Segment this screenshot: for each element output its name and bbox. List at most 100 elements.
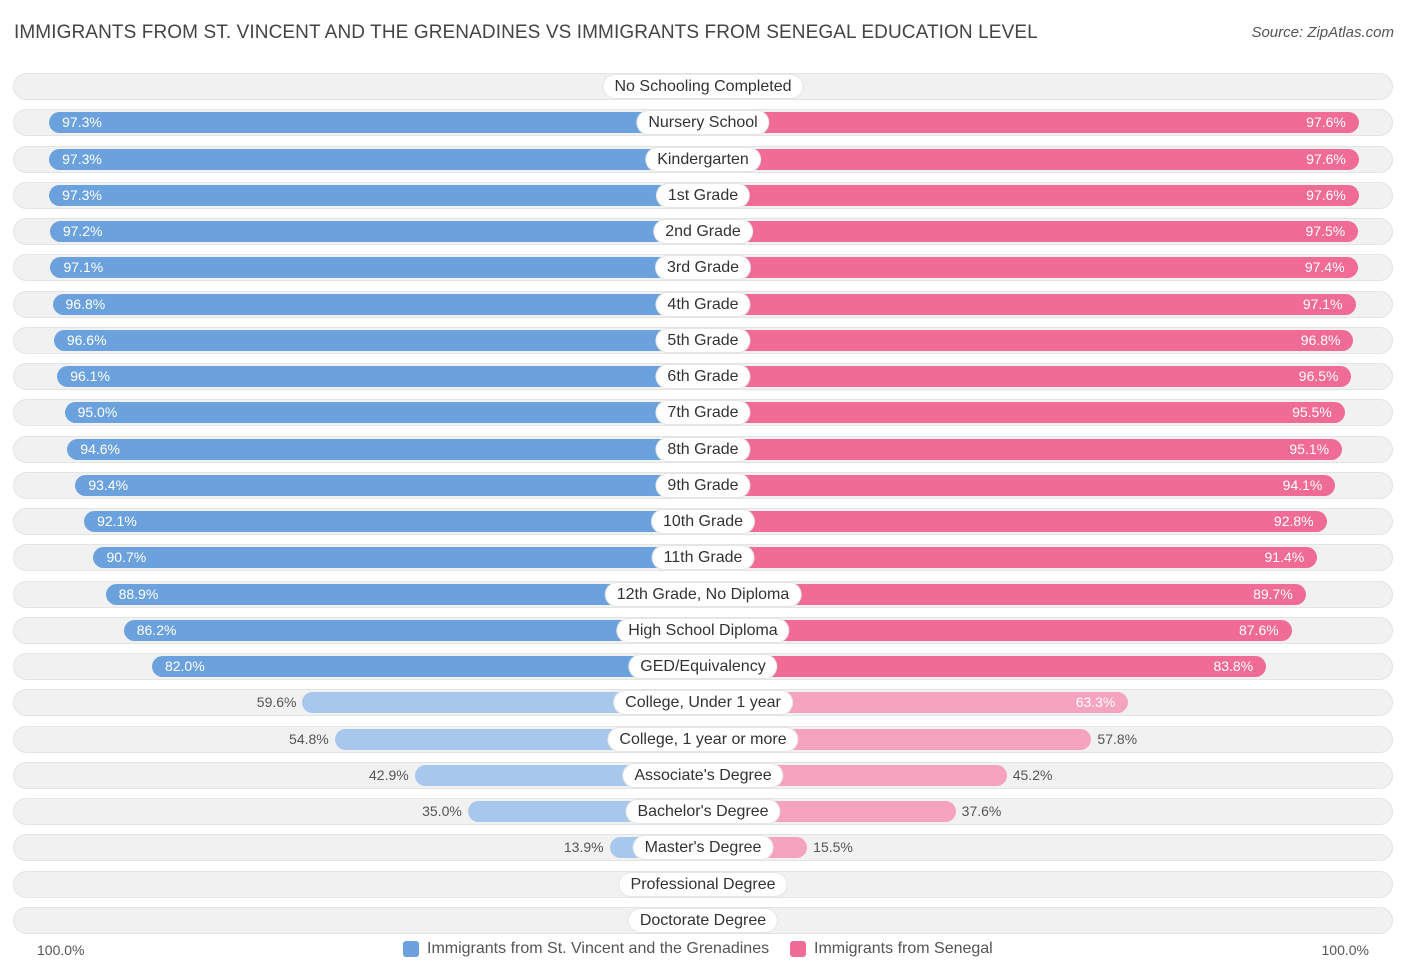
value-label-right: 87.6%	[1238, 621, 1279, 638]
bar-right	[703, 474, 1336, 496]
bar-right	[703, 221, 1359, 242]
value-label-left: 42.9%	[369, 766, 409, 783]
value-label-right: 91.4%	[1264, 549, 1305, 566]
legend-item-left: Immigrants from St. Vincent and the Gren…	[403, 940, 769, 958]
bar-right	[703, 402, 1345, 424]
bar-left	[57, 366, 703, 387]
category-label: 4th Grade	[656, 292, 750, 316]
bar-left	[105, 583, 703, 605]
value-label-right: 97.4%	[1304, 259, 1345, 276]
value-label-right: 94.1%	[1282, 476, 1323, 493]
value-label-left: 97.1%	[63, 259, 104, 276]
value-label-right: 97.6%	[1306, 150, 1346, 167]
category-label: High School Diploma	[617, 618, 789, 642]
category-label: College, Under 1 year	[614, 691, 792, 715]
value-label-right: 97.5%	[1305, 223, 1346, 239]
value-label-right: 96.8%	[1300, 331, 1341, 348]
value-label-right: 97.6%	[1306, 186, 1346, 203]
bar-left	[50, 257, 703, 279]
bar-right	[703, 438, 1343, 460]
value-label-left: 90.7%	[106, 549, 147, 566]
value-label-left: 35.0%	[422, 803, 462, 819]
axis-label-right: 100.0%	[1321, 942, 1369, 958]
bar-right	[703, 257, 1358, 279]
bar-right	[703, 583, 1306, 605]
value-label-left: 96.6%	[66, 331, 107, 348]
category-label: 9th Grade	[656, 473, 750, 497]
category-label: Kindergarten	[646, 147, 760, 171]
bar-left	[93, 547, 703, 569]
category-label: 11th Grade	[652, 546, 754, 570]
value-label-right: 97.6%	[1306, 114, 1346, 131]
bar-left	[64, 402, 703, 424]
value-label-left: 94.6%	[80, 440, 120, 457]
value-label-right: 63.3%	[1075, 694, 1116, 711]
category-label: Master's Degree	[633, 836, 773, 860]
category-label: 12th Grade, No Diploma	[605, 582, 801, 606]
value-label-left: 97.2%	[62, 223, 103, 239]
value-label-right: 15.5%	[813, 839, 853, 856]
category-label: 2nd Grade	[654, 220, 752, 243]
value-label-right: 96.5%	[1298, 368, 1339, 384]
value-label-right: 95.5%	[1292, 404, 1332, 421]
source-label: Source: ZipAtlas.com	[1251, 24, 1394, 41]
value-label-left: 59.6%	[256, 694, 297, 711]
value-label-left: 97.3%	[62, 186, 102, 203]
value-label-right: 37.6%	[961, 803, 1002, 819]
bar-right	[703, 619, 1292, 641]
category-label: Associate's Degree	[623, 763, 783, 787]
bar-right	[703, 184, 1359, 206]
legend-label-left: Immigrants from St. Vincent and the Gren…	[427, 940, 770, 957]
bar-right	[703, 293, 1356, 315]
axis-label-left: 100.0%	[37, 942, 85, 958]
category-label: 8th Grade	[656, 437, 750, 461]
value-label-left: 86.2%	[136, 621, 177, 638]
value-label-left: 88.9%	[118, 585, 159, 602]
bar-left	[84, 511, 703, 532]
value-label-right: 97.1%	[1302, 295, 1343, 312]
value-label-left: 96.1%	[70, 368, 110, 384]
bar-right	[703, 656, 1267, 677]
value-label-left: 82.0%	[164, 658, 205, 674]
value-label-right: 92.8%	[1273, 513, 1314, 529]
value-label-left: 95.0%	[77, 404, 118, 421]
value-label-right: 95.1%	[1289, 440, 1330, 457]
bar-right	[703, 692, 1129, 714]
bar-left	[67, 438, 703, 460]
value-label-left: 92.1%	[97, 513, 137, 529]
bar-left	[49, 221, 703, 242]
bar-right	[703, 547, 1318, 569]
bar-left	[49, 112, 703, 134]
category-label: 5th Grade	[656, 328, 750, 352]
legend: Immigrants from St. Vincent and the Gren…	[0, 940, 1406, 962]
value-label-left: 96.8%	[65, 295, 106, 312]
bar-left	[53, 329, 703, 351]
category-label: Doctorate Degree	[628, 908, 778, 932]
category-label: Nursery School	[637, 111, 769, 135]
category-label: Professional Degree	[619, 872, 787, 896]
bar-right	[703, 366, 1352, 387]
value-label-left: 13.9%	[563, 839, 604, 856]
bar-left	[49, 148, 703, 170]
category-label: Bachelor's Degree	[626, 800, 780, 823]
category-label: 6th Grade	[656, 365, 750, 388]
legend-swatch-right	[790, 941, 806, 957]
bar-left	[49, 184, 703, 206]
category-label: 3rd Grade	[655, 256, 751, 280]
bar-right	[703, 511, 1327, 532]
value-label-left: 97.3%	[62, 150, 102, 167]
value-label-left: 54.8%	[289, 730, 329, 747]
category-label: 10th Grade	[651, 510, 755, 533]
bar-left	[151, 656, 703, 677]
bar-left	[52, 293, 703, 315]
value-label-left: 93.4%	[88, 476, 129, 493]
value-label-right: 89.7%	[1253, 585, 1293, 602]
bar-right	[703, 728, 1092, 750]
bar-right	[703, 148, 1359, 170]
chart-title: IMMIGRANTS FROM ST. VINCENT AND THE GREN…	[14, 22, 1038, 43]
legend-label-right: Immigrants from Senegal	[814, 940, 993, 957]
bar-left	[75, 474, 703, 496]
legend-swatch-left	[403, 941, 419, 957]
category-label: No Schooling Completed	[603, 75, 803, 98]
